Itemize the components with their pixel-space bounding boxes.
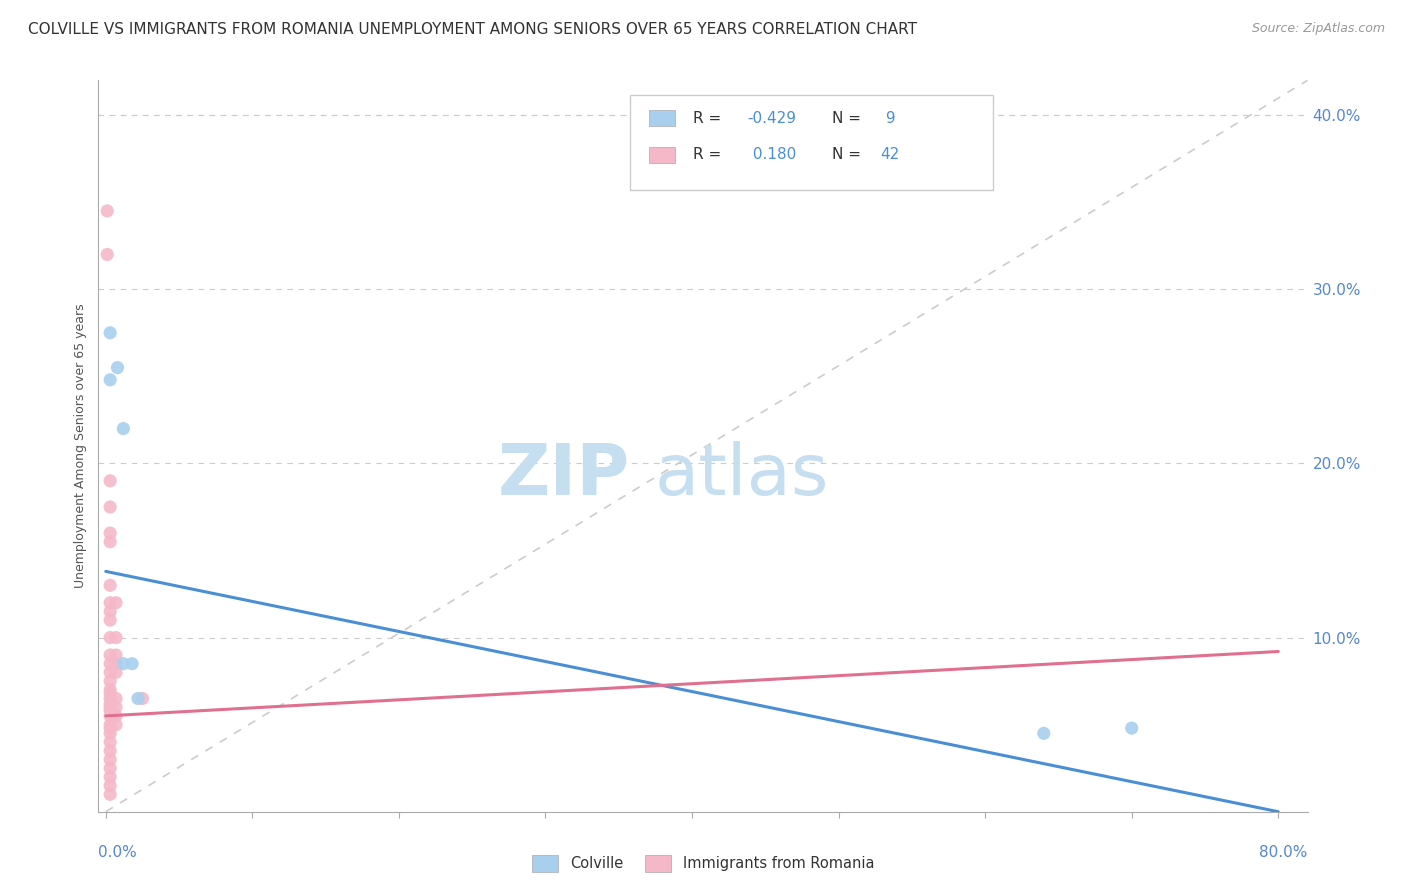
Point — [1121, 721, 1143, 735]
Text: 9: 9 — [880, 111, 896, 126]
Point — [112, 421, 135, 435]
Text: 80.0%: 80.0% — [1260, 845, 1308, 860]
FancyBboxPatch shape — [630, 95, 993, 190]
Point — [98, 657, 121, 671]
Text: Source: ZipAtlas.com: Source: ZipAtlas.com — [1251, 22, 1385, 36]
Point — [98, 326, 121, 340]
Point — [98, 761, 121, 775]
Point — [98, 691, 121, 706]
Point — [98, 534, 121, 549]
Bar — [648, 111, 675, 127]
Point — [98, 787, 121, 801]
Point — [105, 700, 128, 714]
Point — [98, 726, 121, 740]
Point — [98, 735, 121, 749]
Point — [105, 657, 128, 671]
Point — [1032, 726, 1054, 740]
Point — [105, 631, 128, 645]
Text: ZIP: ZIP — [498, 441, 630, 509]
Point — [105, 691, 128, 706]
Point — [98, 752, 121, 766]
Point — [98, 709, 121, 723]
Text: -0.429: -0.429 — [748, 111, 797, 126]
Point — [98, 697, 121, 711]
Point — [98, 704, 121, 718]
Point — [98, 613, 121, 627]
Text: COLVILLE VS IMMIGRANTS FROM ROMANIA UNEMPLOYMENT AMONG SENIORS OVER 65 YEARS COR: COLVILLE VS IMMIGRANTS FROM ROMANIA UNEM… — [28, 22, 917, 37]
Point — [127, 691, 149, 706]
Point — [98, 526, 121, 541]
Point — [98, 721, 121, 735]
Point — [121, 657, 143, 671]
Point — [105, 717, 128, 731]
Point — [105, 665, 128, 680]
Point — [96, 203, 118, 218]
Point — [98, 717, 121, 731]
Point — [98, 604, 121, 618]
Text: 42: 42 — [880, 147, 900, 162]
Point — [98, 686, 121, 700]
Point — [98, 500, 121, 514]
Point — [96, 247, 118, 261]
Point — [98, 578, 121, 592]
Bar — [648, 147, 675, 163]
Point — [105, 648, 128, 662]
Point — [98, 373, 121, 387]
Point — [112, 657, 135, 671]
Point — [98, 770, 121, 784]
Text: R =: R = — [693, 147, 727, 162]
Point — [131, 691, 153, 706]
Legend: Colville, Immigrants from Romania: Colville, Immigrants from Romania — [526, 849, 880, 878]
Text: 0.180: 0.180 — [748, 147, 796, 162]
Point — [98, 744, 121, 758]
Text: atlas: atlas — [655, 441, 830, 509]
Text: N =: N = — [832, 111, 866, 126]
Point — [105, 596, 128, 610]
Text: N =: N = — [832, 147, 866, 162]
Point — [98, 631, 121, 645]
Point — [98, 682, 121, 697]
Point — [98, 779, 121, 793]
Point — [98, 596, 121, 610]
Point — [98, 648, 121, 662]
Point — [98, 665, 121, 680]
Point — [107, 360, 129, 375]
Point — [98, 700, 121, 714]
Text: 0.0%: 0.0% — [98, 845, 138, 860]
Point — [98, 674, 121, 689]
Y-axis label: Unemployment Among Seniors over 65 years: Unemployment Among Seniors over 65 years — [75, 303, 87, 589]
Point — [105, 709, 128, 723]
Text: R =: R = — [693, 111, 727, 126]
Point — [98, 474, 121, 488]
